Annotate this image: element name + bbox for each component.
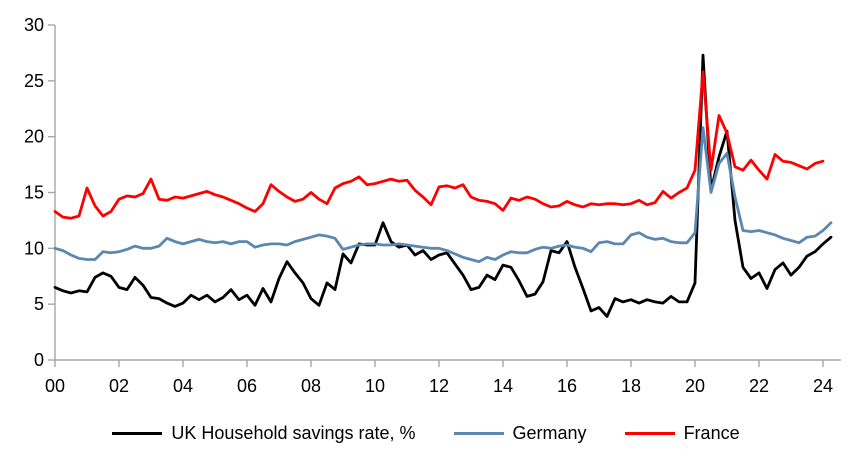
y-tick-label: 15 (24, 183, 44, 203)
x-tick-label: 00 (45, 376, 65, 396)
x-tick-label: 10 (365, 376, 385, 396)
legend-label-germany: Germany (512, 423, 587, 443)
series-line-germany (53, 126, 833, 264)
legend-label-uk: UK Household savings rate, % (171, 423, 416, 443)
y-tick-label: 30 (24, 15, 44, 35)
x-tick-label: 18 (621, 376, 641, 396)
line-chart-canvas: 0 5 10 15 20 25 30 00 02 04 06 08 10 12 14 16 18 20 22 24 (24, 15, 841, 396)
chart-legend: UK Household savings rate, % Germany Fra… (0, 424, 852, 442)
x-tick-label: 14 (493, 376, 513, 396)
axes: 0 5 10 15 20 25 30 00 02 04 06 08 10 12 14 16 18 20 22 24 (24, 15, 841, 396)
series-line-france (53, 70, 825, 220)
y-tick-label: 20 (24, 127, 44, 147)
y-tick-label: 0 (34, 350, 44, 370)
y-tick-label: 10 (24, 238, 44, 258)
legend-label-france: France (683, 423, 740, 443)
y-tick-label: 5 (34, 294, 44, 314)
x-tick-label: 16 (557, 376, 577, 396)
x-tick-label: 02 (109, 376, 129, 396)
x-tick-label: 04 (173, 376, 193, 396)
legend-item-france: France (624, 423, 740, 443)
x-tick-label: 24 (813, 376, 833, 396)
legend-line-uk-icon (112, 431, 163, 435)
x-tick-label: 08 (301, 376, 321, 396)
legend-item-uk: UK Household savings rate, % (112, 423, 416, 443)
legend-line-france-icon (624, 431, 675, 435)
x-tick-label: 12 (429, 376, 449, 396)
x-tick-label: 20 (685, 376, 705, 396)
y-tick-label: 25 (24, 71, 44, 91)
legend-line-germany-icon (453, 431, 504, 435)
legend-item-germany: Germany (453, 423, 587, 443)
x-tick-label: 06 (237, 376, 257, 396)
x-tick-label: 22 (749, 376, 769, 396)
